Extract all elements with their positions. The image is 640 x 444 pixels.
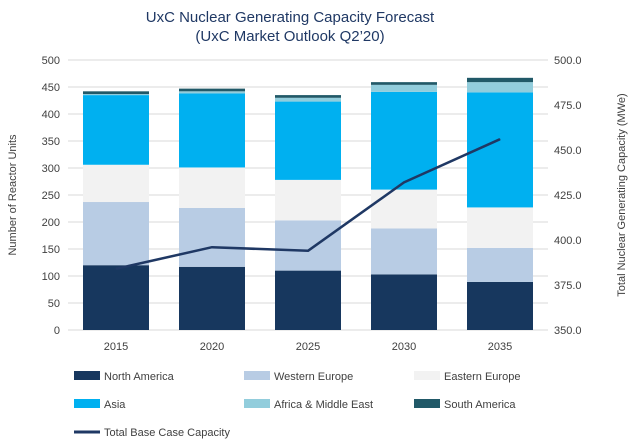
bar-segment	[275, 97, 341, 102]
legend: North America Western Europe Eastern Europ…	[74, 371, 520, 439]
bar-segment	[83, 202, 149, 266]
bar-segment	[83, 265, 149, 330]
bar-segment	[179, 88, 245, 92]
bar-segment	[275, 95, 341, 98]
y-tick-label: 150	[42, 244, 60, 256]
bar-segment	[83, 94, 149, 96]
y-tick-label: 0	[54, 325, 60, 337]
y2-tick-label: 500.0	[554, 55, 582, 67]
bar-segment	[83, 91, 149, 95]
bar-segment	[179, 91, 245, 94]
bar-segment	[371, 91, 437, 190]
legend-swatch	[244, 371, 270, 380]
bar-segment	[179, 167, 245, 208]
y2-axis-label: Total Nuclear Generating Capacity (MWe)	[616, 93, 628, 296]
y-tick-label: 100	[42, 271, 60, 283]
y2-tick-label: 400.0	[554, 235, 582, 247]
chart-subtitle: (UxC Market Outlook Q2’20)	[195, 28, 384, 45]
capacity-line-point	[307, 250, 309, 252]
legend-swatch	[74, 399, 100, 408]
capacity-line-point	[115, 268, 117, 270]
y-tick-label: 400	[42, 109, 60, 121]
x-tick-label: 2035	[488, 341, 512, 353]
legend-swatch	[414, 399, 440, 408]
chart-title: UxC Nuclear Generating Capacity Forecast	[146, 9, 435, 26]
bar-segment	[467, 77, 533, 83]
y-tick-label: 350	[42, 136, 60, 148]
bar-segment	[371, 84, 437, 92]
bar-segment	[371, 82, 437, 85]
y-tick-label: 450	[42, 82, 60, 94]
y-tick-label: 200	[42, 217, 60, 229]
legend-label: Eastern Europe	[444, 371, 520, 383]
legend-swatch	[74, 371, 100, 380]
x-tick-label: 2015	[104, 341, 128, 353]
x-tick-label: 2020	[200, 341, 224, 353]
legend-label: Total Base Case Capacity	[104, 427, 230, 439]
capacity-line-point	[403, 181, 405, 183]
legend-label: South America	[444, 399, 516, 411]
y-tick-label: 300	[42, 163, 60, 175]
y-tick-label: 50	[48, 298, 60, 310]
bar-stacks	[83, 77, 533, 330]
bar-segment	[467, 207, 533, 248]
bar-segment	[179, 207, 245, 267]
legend-label: Africa & Middle East	[274, 399, 373, 411]
bar-segment	[83, 164, 149, 203]
bar-segment	[467, 82, 533, 93]
legend-label: Western Europe	[274, 371, 353, 383]
x-axis-ticks: 2015 2020 2025 2030 2035	[104, 341, 512, 353]
bar-segment	[275, 220, 341, 271]
y2-tick-label: 450.0	[554, 145, 582, 157]
y-axis-label: Number of Reactor Units	[7, 134, 19, 256]
y2-tick-label: 475.0	[554, 100, 582, 112]
x-tick-label: 2025	[296, 341, 320, 353]
bar-segment	[275, 101, 341, 180]
y-tick-label: 500	[42, 55, 60, 67]
bar-segment	[275, 179, 341, 221]
bar-segment	[83, 95, 149, 165]
bar-segment	[467, 247, 533, 282]
bar-segment	[275, 270, 341, 330]
y-axis-ticks: 0 50 100 150 200 250 300 350 400 450 500	[42, 55, 60, 337]
y2-tick-label: 350.0	[554, 325, 582, 337]
bar-segment	[179, 266, 245, 330]
bar-segment	[371, 189, 437, 229]
y2-tick-label: 425.0	[554, 190, 582, 202]
x-tick-label: 2030	[392, 341, 416, 353]
bar-segment	[467, 281, 533, 330]
y-tick-label: 250	[42, 190, 60, 202]
capacity-line-point	[499, 138, 501, 140]
legend-swatch	[244, 399, 270, 408]
y2-axis-ticks: 350.0 375.0 400.0 425.0 450.0 475.0 500.0	[554, 55, 582, 337]
bar-segment	[371, 274, 437, 330]
bar-segment	[179, 93, 245, 168]
capacity-line-group	[115, 138, 501, 271]
legend-label: Asia	[104, 399, 126, 411]
legend-swatch	[414, 371, 440, 380]
legend-label: North America	[104, 371, 175, 383]
capacity-line-point	[211, 246, 213, 248]
bar-segment	[371, 228, 437, 275]
y2-tick-label: 375.0	[554, 280, 582, 292]
